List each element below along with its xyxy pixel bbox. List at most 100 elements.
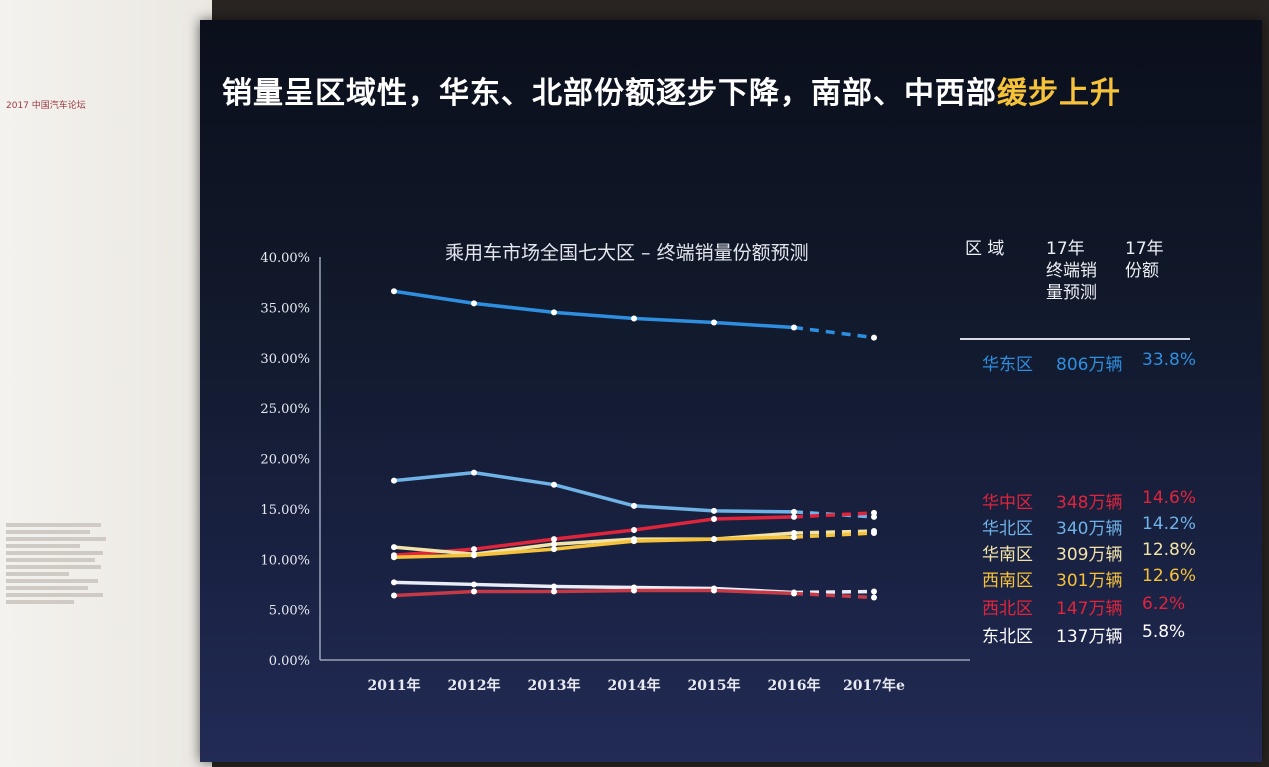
- data-point: [711, 515, 717, 522]
- x-tick-label: 2011年: [368, 677, 421, 694]
- table-row: 华东区 806万辆 33.8%: [960, 350, 1260, 375]
- data-point: [391, 592, 397, 599]
- table-cell-share: 14.2%: [1142, 514, 1197, 534]
- data-point: [471, 300, 477, 307]
- table-cell-sales: 147万辆: [1056, 599, 1123, 619]
- table-cell-sales: 309万辆: [1056, 545, 1123, 565]
- table-row: 西北区 147万辆 6.2%: [960, 594, 1260, 619]
- data-point: [551, 536, 557, 543]
- table-cell-share: 12.8%: [1142, 540, 1197, 560]
- table-cell-region: 西南区: [982, 571, 1033, 591]
- table-cell-sales: 301万辆: [1056, 571, 1123, 591]
- data-point: [551, 583, 557, 590]
- y-tick-label: 15.00%: [260, 503, 310, 518]
- data-point: [551, 541, 557, 548]
- table-row: 东北区 137万辆 5.8%: [960, 622, 1260, 647]
- data-point: [391, 554, 397, 561]
- data-point: [711, 507, 717, 514]
- series-forecast-line: [793, 589, 875, 595]
- x-tick-label: 2017年e: [843, 677, 905, 694]
- table-cell-sales: 806万辆: [1056, 355, 1123, 375]
- data-point: [631, 587, 637, 594]
- table-cell-region: 华东区: [982, 355, 1033, 375]
- table-cell-sales: 348万辆: [1056, 493, 1123, 513]
- table-header-rule: [960, 338, 1190, 340]
- y-tick-label: 0.00%: [269, 654, 310, 669]
- table-cell-share: 33.8%: [1142, 350, 1197, 370]
- data-point: [551, 309, 557, 316]
- series-forecast-line: [793, 511, 875, 519]
- data-point: [391, 288, 397, 295]
- series-forecast-line: [793, 531, 875, 539]
- x-tick-label: 2013年: [528, 677, 581, 694]
- y-tick-label: 25.00%: [260, 402, 310, 417]
- projection-screen: 销量呈区域性，华东、北部份额逐步下降，南部、中西部缓步上升 乘用车市场全国七大区…: [200, 20, 1262, 762]
- headline-white-part: 销量呈区域性，华东、北部份额逐步下降，南部、中西部: [222, 76, 997, 111]
- data-point: [551, 588, 557, 595]
- table-cell-sales: 340万辆: [1056, 519, 1123, 539]
- table-cell-share: 14.6%: [1142, 488, 1197, 508]
- data-point: [791, 513, 797, 520]
- slide-headline: 销量呈区域性，华东、北部份额逐步下降，南部、中西部缓步上升: [222, 68, 1252, 112]
- data-point: [711, 536, 717, 543]
- y-tick-label: 5.00%: [269, 604, 310, 619]
- data-point: [871, 334, 877, 341]
- table-cell-share: 6.2%: [1142, 594, 1186, 614]
- x-tick-label: 2012年: [448, 677, 501, 694]
- table-cell-region: 华南区: [982, 545, 1033, 565]
- data-point: [711, 319, 717, 326]
- table-cell-region: 华北区: [982, 519, 1033, 539]
- table-header-sales: 17年 终端销 量预测: [1046, 239, 1097, 303]
- side-document-body-text: [6, 520, 111, 607]
- table-row: 西南区 301万辆 12.6%: [960, 566, 1260, 591]
- data-point: [471, 552, 477, 559]
- series-line: [392, 580, 796, 595]
- data-point: [471, 581, 477, 588]
- y-tick-label: 10.00%: [260, 553, 310, 568]
- table-header-region: 区 域: [965, 239, 1005, 259]
- table-cell-sales: 137万辆: [1056, 627, 1123, 647]
- y-tick-label: 35.00%: [260, 301, 310, 316]
- data-point: [871, 509, 877, 516]
- data-point: [871, 588, 877, 595]
- y-tick-label: 30.00%: [260, 352, 310, 367]
- data-point: [471, 469, 477, 476]
- data-point: [471, 588, 477, 595]
- table-cell-share: 12.6%: [1142, 566, 1197, 586]
- table-row: 华南区 309万辆 12.8%: [960, 540, 1260, 565]
- data-point: [471, 546, 477, 553]
- data-point: [631, 527, 637, 534]
- table-row: 华北区 340万辆 14.2%: [960, 514, 1260, 539]
- table-cell-share: 5.8%: [1142, 622, 1186, 642]
- data-point: [391, 477, 397, 484]
- data-point: [391, 544, 397, 551]
- side-document: 2017 中国汽车论坛: [0, 0, 212, 767]
- data-point: [871, 530, 877, 537]
- table-row: 华中区 348万辆 14.6%: [960, 488, 1260, 513]
- data-point: [551, 546, 557, 553]
- y-tick-label: 20.00%: [260, 453, 310, 468]
- y-tick-label: 40.00%: [260, 251, 310, 266]
- data-point: [871, 594, 877, 601]
- side-document-header: 2017 中国汽车论坛: [6, 101, 86, 111]
- series-line: [392, 289, 796, 330]
- data-point: [631, 538, 637, 545]
- data-point: [631, 315, 637, 322]
- series-forecast-line: [793, 325, 875, 340]
- headline-highlight-part: 缓步上升: [997, 76, 1121, 111]
- series-line: [392, 535, 796, 559]
- series-line: [392, 470, 796, 514]
- x-tick-label: 2016年: [768, 677, 821, 694]
- data-point: [551, 481, 557, 488]
- data-point: [791, 508, 797, 515]
- series-forecast-line: [793, 591, 875, 600]
- table-cell-region: 西北区: [982, 599, 1033, 619]
- line-chart: 0.00% 5.00% 10.00% 15.00% 20.00% 25.00% 30.00%…: [260, 251, 970, 694]
- x-tick-label: 2014年: [608, 677, 661, 694]
- table-cell-region: 东北区: [982, 627, 1033, 647]
- data-point: [791, 534, 797, 541]
- table-header-share: 17年 份额: [1125, 239, 1164, 281]
- x-tick-label: 2015年: [688, 677, 741, 694]
- region-table: 区 域 17年 终端销 量预测 17年 份额 华东区 806万辆 33.8% 华中区 3…: [960, 238, 1260, 658]
- series-forecast-line: [793, 529, 875, 535]
